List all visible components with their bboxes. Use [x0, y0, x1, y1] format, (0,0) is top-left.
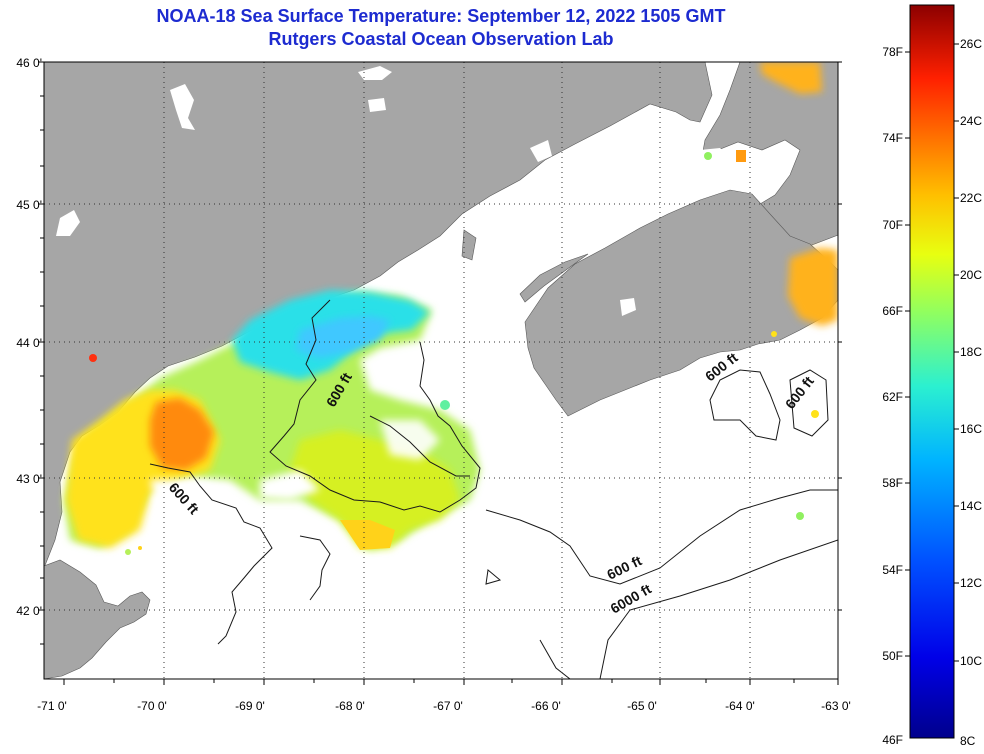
colorbar-f-label: 50F — [882, 649, 903, 663]
y-tick-label: 46 0' — [16, 56, 42, 70]
colorbar-celsius-labels: 26C 24C 22C 20C 18C 16C 14C 12C 10C 8C — [960, 37, 982, 748]
colorbar-fahrenheit-labels: 78F 74F 70F 66F 62F 58F 54F 50F 46F — [882, 45, 903, 747]
colorbar-c-label: 14C — [960, 499, 982, 513]
x-tick-label: -68 0' — [335, 699, 365, 713]
sst-top-patch — [760, 62, 822, 94]
x-tick-label: -64 0' — [725, 699, 755, 713]
colorbar-c-label: 20C — [960, 268, 982, 282]
colorbar-f-label: 74F — [882, 131, 903, 145]
x-tick-label: -69 0' — [235, 699, 265, 713]
colorbar — [909, 4, 955, 739]
colorbar-c-label: 24C — [960, 114, 982, 128]
x-tick-label: -67 0' — [433, 699, 463, 713]
sst-ne-patch — [788, 248, 838, 326]
colorbar-f-label: 62F — [882, 390, 903, 404]
colorbar-c-label: 22C — [960, 191, 982, 205]
land-mass — [44, 62, 838, 679]
x-tick-label: -66 0' — [531, 699, 561, 713]
y-tick-label: 42 0' — [16, 604, 42, 618]
map-title: NOAA-18 Sea Surface Temperature: Septemb… — [156, 6, 726, 26]
axis-ticks — [38, 61, 842, 685]
x-tick-label: -63 0' — [821, 699, 851, 713]
colorbar-c-label: 10C — [960, 654, 982, 668]
colorbar-f-label: 58F — [882, 476, 903, 490]
colorbar-c-label: 26C — [960, 37, 982, 51]
colorbar-f-label: 46F — [882, 733, 903, 747]
x-tick-label: -71 0' — [37, 699, 67, 713]
y-tick-label: 44 0' — [16, 336, 42, 350]
colorbar-f-label: 54F — [882, 563, 903, 577]
bathymetry-contours — [149, 299, 838, 679]
x-tick-label: -70 0' — [137, 699, 167, 713]
map-subtitle: Rutgers Coastal Ocean Observation Lab — [268, 29, 614, 49]
colorbar-f-label: 66F — [882, 304, 903, 318]
colorbar-f-label: 78F — [882, 45, 903, 59]
colorbar-c-label: 12C — [960, 576, 982, 590]
sst-field — [64, 150, 819, 555]
map-frame — [43, 61, 839, 680]
y-axis-labels: 46 0' 45 0' 44 0' 43 0' 42 0' — [16, 56, 42, 618]
x-tick-label: -65 0' — [627, 699, 657, 713]
colorbar-f-label: 70F — [882, 218, 903, 232]
x-axis-labels: -71 0' -70 0' -69 0' -68 0' -67 0' -66 0… — [37, 699, 851, 713]
colorbar-c-label: 16C — [960, 422, 982, 436]
colorbar-c-label: 8C — [960, 734, 976, 748]
y-tick-label: 43 0' — [16, 472, 42, 486]
colorbar-c-label: 18C — [960, 345, 982, 359]
y-tick-label: 45 0' — [16, 198, 42, 212]
colorbar-ticks — [905, 43, 959, 662]
